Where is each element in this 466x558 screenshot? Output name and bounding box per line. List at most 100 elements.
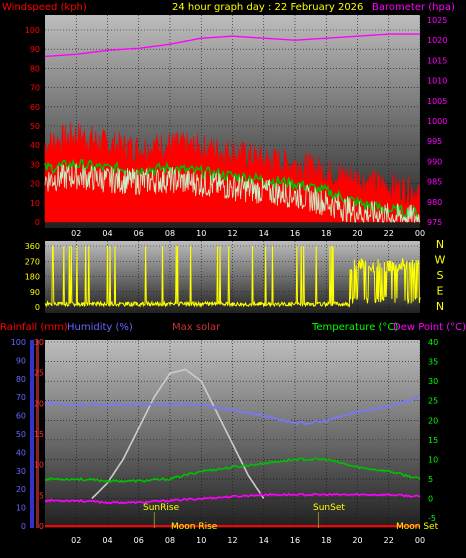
y-left-tick-label: 10 (30, 199, 40, 208)
y-left-tick-label: 50 (30, 122, 40, 131)
x-tick-label: 16 (290, 229, 300, 238)
y-left-tick-label: 90 (30, 45, 40, 54)
y-right-tick-label: 980 (427, 198, 442, 207)
compass-label: E (437, 285, 444, 298)
wind-panel-axes: 0102030405060708090100975980985990995100… (25, 16, 448, 238)
wind-direction-line (44, 245, 421, 308)
y-right-tick-label: 1010 (427, 77, 447, 86)
y-left-tick-label: 30 (30, 160, 40, 169)
x-tick-label: 22 (384, 536, 394, 545)
temp-tick-label: 30 (428, 377, 438, 386)
temp-panel-grid (45, 340, 421, 528)
rainfall-tick-label: 15 (34, 430, 44, 439)
temp-tick-label: 0 (428, 495, 433, 504)
x-tick-label: 20 (352, 229, 362, 238)
x-tick-label: 20 (352, 536, 362, 545)
humidity-tick-label: 70 (16, 393, 26, 402)
x-tick-label: 06 (134, 229, 144, 238)
y-right-tick-label: 1015 (427, 56, 447, 65)
x-tick-label: 10 (196, 229, 206, 238)
y-right-tick-label: 995 (427, 137, 442, 146)
rainfall-tick-label: 10 (34, 461, 44, 470)
temperature-line (44, 457, 421, 484)
chart-title: 24 hour graph day : 22 February 2026 (172, 2, 363, 13)
x-tick-label: 08 (165, 536, 175, 545)
wind-speed-line (44, 163, 420, 224)
y-tick-label: 0 (35, 303, 40, 312)
y-left-tick-label: 100 (25, 26, 40, 35)
temp-tick-label: -5 (428, 514, 436, 523)
y-left-tick-label: 20 (30, 180, 40, 189)
y-right-tick-label: 1000 (427, 117, 447, 126)
humidity-tick-label: 100 (11, 338, 26, 347)
y-left-tick-label: 40 (30, 141, 40, 150)
max-solar-legend: Max solar (172, 322, 221, 333)
compass-label: W (435, 254, 446, 267)
x-tick-label: 00 (415, 536, 425, 545)
humidity-tick-label: 20 (16, 485, 26, 494)
x-tick-label: 14 (259, 536, 269, 545)
humidity-tick-label: 40 (16, 448, 26, 457)
humidity-legend: Humidity (%) (67, 322, 133, 333)
temp-tick-label: 20 (428, 416, 438, 425)
temp-tick-label: 15 (428, 436, 438, 445)
y-tick-label: 360 (25, 242, 40, 251)
temp-tick-label: 40 (428, 338, 438, 347)
x-tick-label: 12 (227, 229, 237, 238)
x-tick-label: 04 (102, 536, 112, 545)
y-right-tick-label: 1025 (427, 16, 447, 25)
x-tick-label: 12 (227, 536, 237, 545)
x-tick-label: 22 (384, 229, 394, 238)
max-solar-curve (91, 368, 265, 500)
rainfall-legend: Rainfall (mm) (0, 322, 68, 333)
rainfall-tick-label: 20 (34, 399, 44, 408)
x-tick-label: 18 (321, 536, 331, 545)
y-tick-label: 270 (25, 257, 40, 266)
humidity-tick-label: 30 (16, 467, 26, 476)
rainfall-tick-label: 5 (39, 491, 44, 500)
humidity-tick-label: 80 (16, 375, 26, 384)
average-wind-line (44, 158, 420, 220)
y-left-tick-label: 70 (30, 84, 40, 93)
dew-point-line (44, 492, 421, 505)
y-tick-label: 90 (30, 288, 40, 297)
humidity-tick-label: 10 (16, 504, 26, 513)
y-right-tick-label: 975 (427, 218, 442, 227)
compass-label: N (436, 238, 444, 251)
y-right-tick-label: 1005 (427, 97, 447, 106)
rainfall-axis-bar (36, 340, 39, 528)
sunset-label: SunSet (313, 503, 345, 513)
compass-label: N (436, 300, 444, 313)
temp-tick-label: 5 (428, 475, 433, 484)
y-tick-label: 180 (25, 273, 40, 282)
humidity-axis-bar (30, 340, 34, 528)
x-tick-label: 10 (196, 536, 206, 545)
y-left-tick-label: 0 (35, 218, 40, 227)
temp-tick-label: 25 (428, 397, 438, 406)
x-tick-label: 00 (415, 229, 425, 238)
x-tick-label: 16 (290, 536, 300, 545)
y-right-tick-label: 990 (427, 157, 442, 166)
x-tick-label: 02 (71, 229, 81, 238)
rainfall-tick-label: 30 (34, 338, 44, 347)
x-tick-label: 08 (165, 229, 175, 238)
wind-panel-series (44, 33, 421, 224)
humidity-tick-label: 60 (16, 412, 26, 421)
rainfall-tick-label: 25 (34, 369, 44, 378)
rainfall-tick-label: 0 (39, 522, 44, 531)
direction-panel-series (44, 245, 421, 308)
moonset-label: Moon Set (396, 522, 439, 532)
x-tick-label: 04 (102, 229, 112, 238)
x-tick-label: 18 (321, 229, 331, 238)
temp-tick-label: 35 (428, 358, 438, 367)
x-tick-label: 02 (71, 536, 81, 545)
humidity-tick-label: 0 (21, 522, 26, 531)
temp-panel-axes: 0102030405060708090100051015202530-50510… (11, 338, 438, 545)
temperature-legend: Temperature (°C) (311, 322, 398, 333)
y-left-tick-label: 60 (30, 103, 40, 112)
sunrise-label: SunRise (143, 503, 180, 513)
temp-panel-series (44, 368, 421, 528)
